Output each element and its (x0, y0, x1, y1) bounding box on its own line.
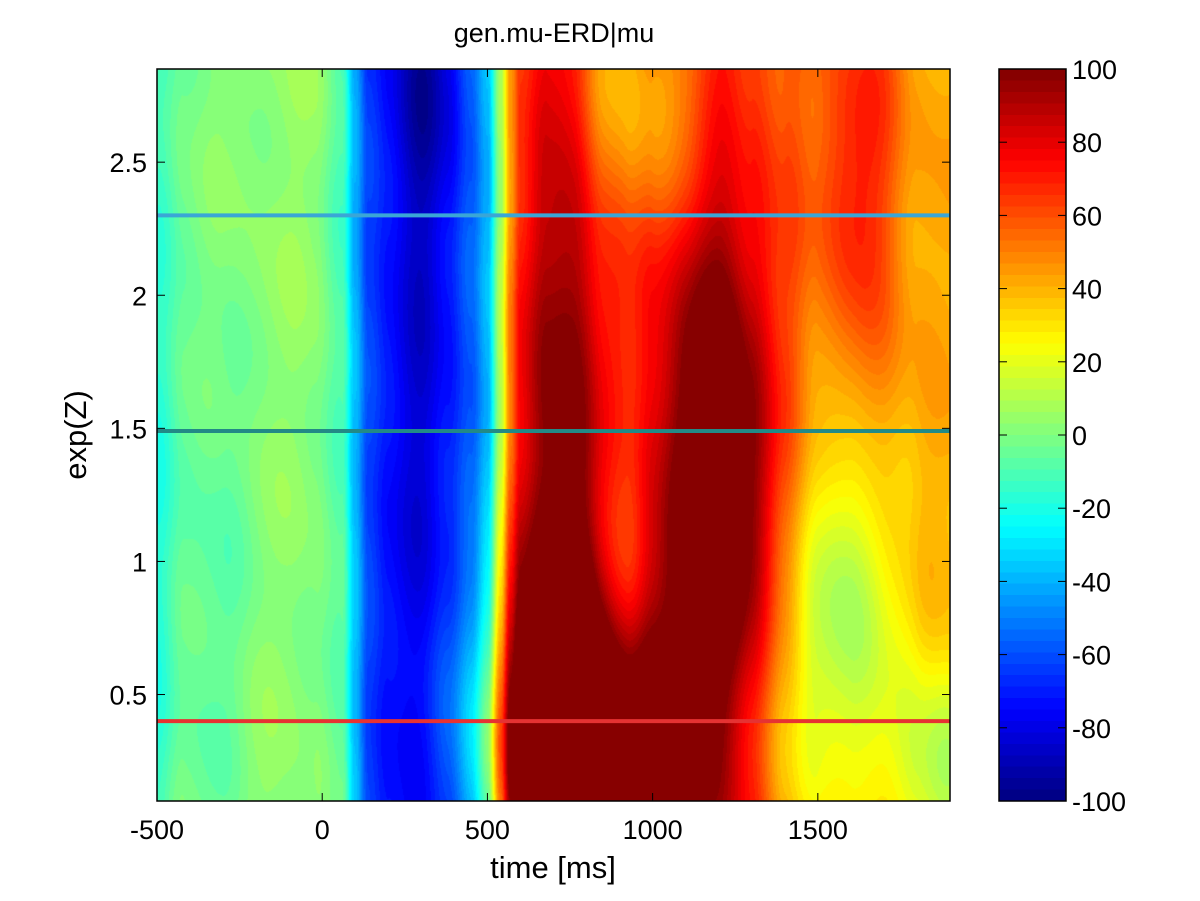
colorbar-tick-label: 80 (1072, 128, 1102, 158)
colorbar-tick-label: 40 (1072, 275, 1102, 305)
y-tick-label: 1 (132, 547, 147, 577)
y-tick-label: 2.5 (109, 148, 147, 178)
x-tick-label: -500 (130, 815, 184, 845)
x-tick-label: 1500 (788, 815, 848, 845)
colorbar-tick-label: 100 (1072, 55, 1117, 85)
y-axis-label: exp(Z) (58, 390, 93, 480)
horizontal-lines (157, 213, 950, 724)
y-tick-label: 1.5 (109, 414, 147, 444)
x-tick-label: 1000 (623, 815, 683, 845)
x-tick-label: 0 (315, 815, 330, 845)
x-tick-label: 500 (465, 815, 510, 845)
y-tick-label: 0.5 (109, 681, 147, 711)
colorbar-tick-label: 20 (1072, 348, 1102, 378)
plot-frame (156, 68, 951, 802)
colorbar-gradient (999, 69, 1066, 801)
x-axis-ticks: -500 0 500 1000 1500 (130, 69, 848, 845)
y-tick-label: 2 (132, 281, 147, 311)
colorbar-tick-label: -40 (1072, 567, 1111, 597)
colorbar-tick-label: -100 (1072, 787, 1126, 817)
x-axis-label: time [ms] (490, 850, 616, 885)
colorbar-tick-label: -60 (1072, 641, 1111, 671)
heatmap-plot-area (157, 69, 950, 801)
colorbar: -100 -80 -60 -40 -20 0 20 40 60 80 100 (998, 55, 1126, 817)
colorbar-ticks: -100 -80 -60 -40 -20 0 20 40 60 80 100 (999, 55, 1126, 817)
colorbar-tick-label: 60 (1072, 201, 1102, 231)
colorbar-tick-label: -80 (1072, 714, 1111, 744)
colorbar-tick-label: -20 (1072, 494, 1111, 524)
chart-title: gen.mu-ERD|mu (454, 18, 655, 48)
heatmap-image (157, 69, 950, 801)
colorbar-tick-label: 0 (1072, 421, 1087, 451)
y-axis-ticks: 0.5 1 1.5 2 2.5 (109, 148, 950, 711)
